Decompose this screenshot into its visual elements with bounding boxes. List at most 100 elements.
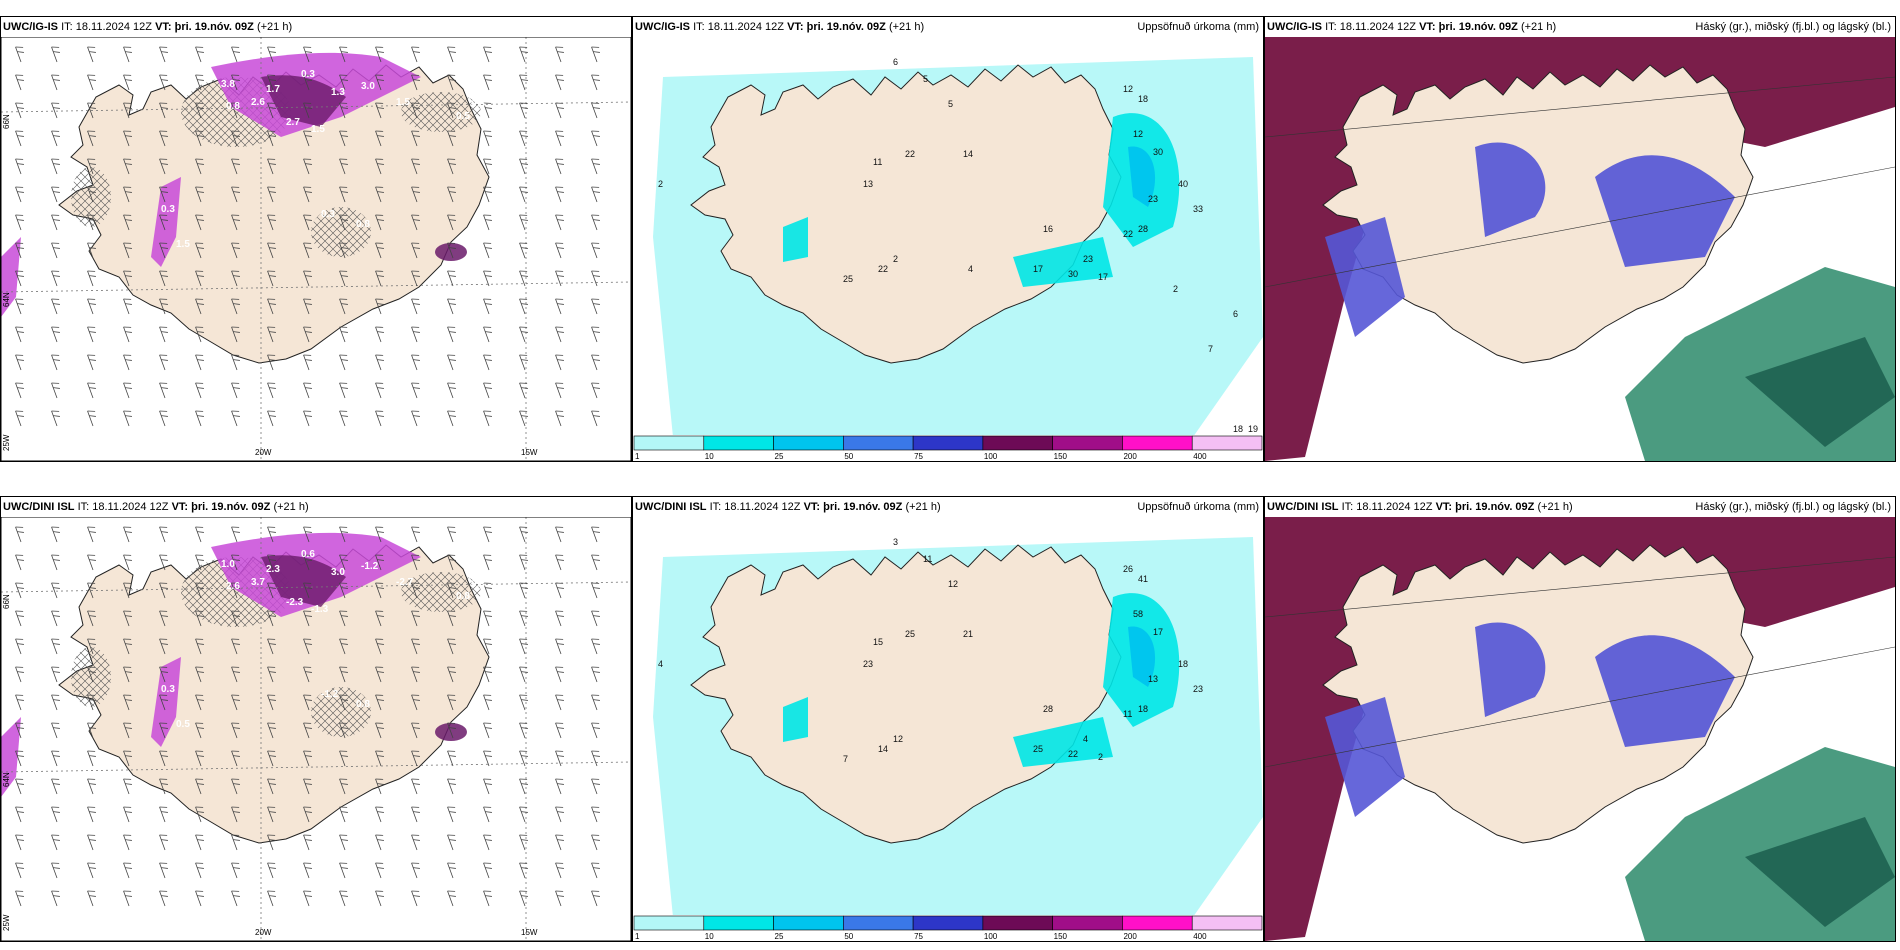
wind-barb [555,806,564,823]
wind-barb [483,410,492,427]
wind-barb [267,722,276,739]
wind-barb [411,806,420,823]
wind-barb [411,722,420,739]
wind-barb [267,102,276,119]
wind-barb [447,806,456,823]
wind-barb [375,582,384,599]
wind-barb [447,666,456,683]
wind-barb [591,862,600,879]
wind-barb [519,354,528,371]
legend-swatch [633,915,705,931]
wind-barb [231,582,240,599]
wind-barb [51,750,60,767]
precip-value-label: 18 [1138,704,1148,714]
wind-barb [159,666,168,683]
wind-barb [591,778,600,795]
wind-barb [195,750,204,767]
vt-label: VT: [787,21,804,33]
wind-barb [375,354,384,371]
wind-barb [591,806,600,823]
wind-barb [159,410,168,427]
wind-barb [231,638,240,655]
wind-barb [303,582,312,599]
lon-label-20w: 20W [255,448,272,457]
wind-barb [555,750,564,767]
wind-barb [339,554,348,571]
wind-barb [447,102,456,119]
wind-barb [15,666,24,683]
grid-line [1265,166,1895,288]
wind-barb [375,242,384,259]
wind-barb [339,890,348,907]
wind-barb [159,582,168,599]
legend-tick-label: 1 [635,452,640,461]
wind-barb [267,74,276,91]
wind-barb [483,638,492,655]
legend-tick-label: 200 [1123,452,1137,461]
wind-barb [51,186,60,203]
valid-time: þri. 19.nóv. 09Z [191,501,271,513]
wind-barb [267,834,276,851]
wind-barb [231,410,240,427]
precip-value-label: 41 [1138,574,1148,584]
wind-barb [231,326,240,343]
wind-barb [51,778,60,795]
precip-value-label: 11 [923,554,932,564]
wind-barb [159,298,168,315]
wind-barb [483,750,492,767]
wind-barb [15,554,24,571]
wind-barb [555,242,564,259]
wind-barb [87,834,96,851]
wind-barb [447,298,456,315]
wind-barb [591,750,600,767]
wind-barb [483,862,492,879]
precip-value-label: 0.8 [226,101,240,112]
mid-cloud-area [1475,622,1546,717]
wind-barb [51,890,60,907]
legend-swatch [843,435,914,451]
panel-precip-igis: UWC/IG-IS IT: 18.11.2024 12Z VT: þri. 19… [632,16,1264,462]
wind-barb [375,554,384,571]
wind-barb [339,694,348,711]
hatch-area [401,92,481,132]
wind-barb [519,526,528,543]
wind-barb [231,158,240,175]
wind-barb [87,526,96,543]
precip-value-label: 16 [1043,224,1053,234]
precip-shading-10 [783,217,808,262]
wind-barb [447,130,456,147]
wind-barb [231,354,240,371]
wind-barb [231,186,240,203]
model-name: UWC/DINI ISL [3,501,75,513]
wind-barb [231,214,240,231]
panel-header: UWC/DINI ISL IT: 18.11.2024 12Z VT: þri.… [1265,497,1895,517]
wind-barb [591,582,600,599]
wind-barb [159,382,168,399]
wind-barb [555,102,564,119]
wind-barb [591,74,600,91]
wind-barb [591,694,600,711]
wind-barb [447,750,456,767]
precip-value-label: 2 [893,254,898,264]
panel-precip-dini: UWC/DINI ISL IT: 18.11.2024 12Z VT: þri.… [632,496,1264,942]
precip-value-label: 2 [1173,284,1178,294]
wind-barb [447,214,456,231]
wind-barb [411,242,420,259]
wind-barb [159,834,168,851]
wind-barb [195,214,204,231]
wind-barb [555,298,564,315]
wind-barb [87,74,96,91]
wind-barb [123,862,132,879]
wind-barb [159,354,168,371]
wind-barb [555,270,564,287]
legend-swatch [1052,435,1123,451]
wind-barb [159,158,168,175]
wind-barb [303,750,312,767]
wind-barb [375,382,384,399]
wind-barb [303,890,312,907]
wind-barb [519,778,528,795]
wind-barb [519,554,528,571]
wind-barb [519,582,528,599]
wind-barb [519,214,528,231]
lat-label-64n: 64N [2,772,11,787]
